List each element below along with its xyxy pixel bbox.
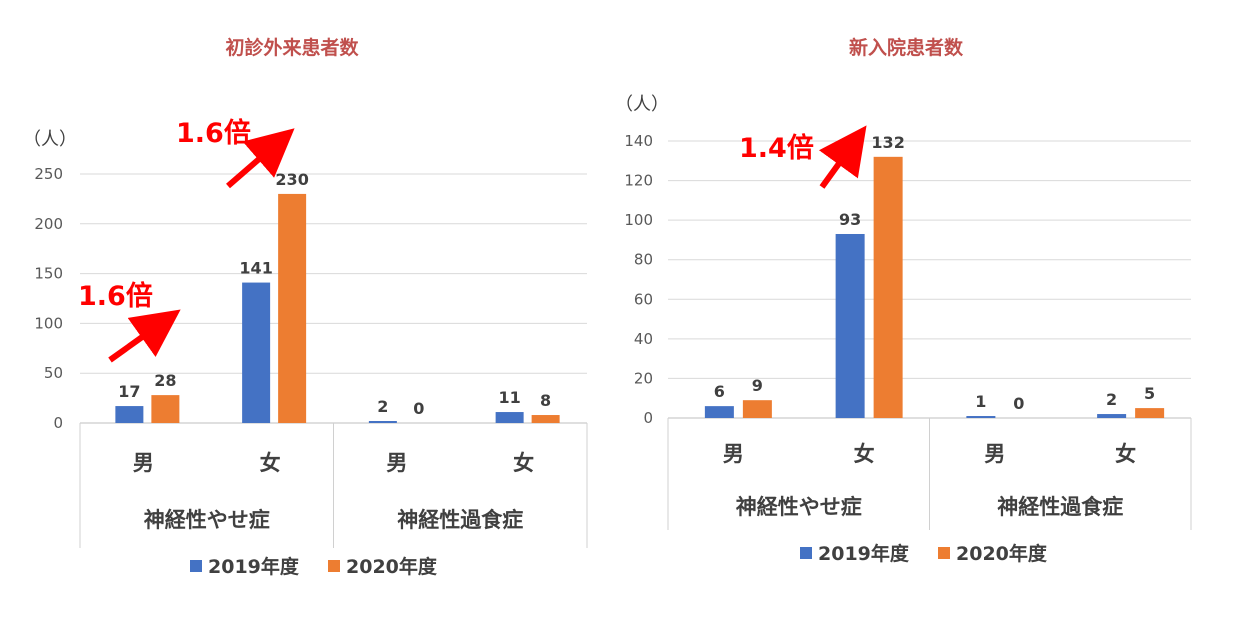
bar-series1 [966, 416, 996, 418]
category-label: 男 [386, 451, 407, 475]
bar-series1 [368, 421, 397, 423]
data-label: 9 [752, 376, 763, 395]
bar-series2 [1135, 408, 1165, 418]
y-tick-label: 40 [634, 330, 653, 348]
bar-series2 [531, 415, 560, 423]
group-label: 神経性やせ症 [736, 495, 862, 519]
legend-label: 2019年度 [818, 542, 910, 565]
data-label: 8 [540, 391, 551, 410]
bar-series2 [873, 156, 903, 419]
legend-label: 2020年度 [346, 555, 438, 578]
data-label: 2 [377, 397, 388, 416]
legend-swatch [328, 560, 340, 572]
data-label: 6 [714, 382, 725, 401]
data-label: 0 [1013, 394, 1024, 413]
bar-series1 [242, 282, 271, 423]
category-label: 女 [260, 451, 281, 475]
data-label: 132 [871, 133, 904, 152]
group-label: 神経性過食症 [997, 495, 1123, 519]
chart-title: 初診外来患者数 [225, 36, 359, 59]
category-label: 男 [723, 442, 744, 466]
annotation-label: 1.6倍 [176, 117, 251, 149]
data-label: 17 [118, 382, 140, 401]
bar-series1 [495, 412, 524, 423]
data-label: 1 [975, 392, 986, 411]
chart-title: 新入院患者数 [849, 36, 964, 59]
chart-1: 初診外来患者数 （人） 0 50 100 150 200 250 17 28 男 141 230 女 2 0 男… [23, 36, 588, 578]
y-axis-unit-label: （人） [615, 94, 669, 115]
annotation-arrow [818, 125, 867, 189]
category-label: 男 [133, 451, 154, 475]
legend-swatch [190, 560, 202, 572]
bar-series2 [278, 193, 307, 423]
annotation-arrow [108, 309, 181, 363]
legend-swatch [800, 547, 812, 559]
data-label: 5 [1144, 384, 1155, 403]
y-tick-label: 60 [634, 290, 653, 308]
bar-series2 [742, 400, 772, 418]
data-label: 0 [413, 399, 424, 418]
data-label: 230 [275, 170, 308, 189]
y-tick-label: 50 [44, 364, 63, 382]
y-tick-label: 250 [34, 165, 63, 183]
y-tick-label: 150 [34, 265, 63, 283]
category-label: 女 [1115, 442, 1136, 466]
category-label: 女 [513, 451, 534, 475]
legend-swatch [938, 547, 950, 559]
data-label: 93 [839, 210, 861, 229]
category-label: 女 [854, 442, 875, 466]
y-tick-label: 20 [634, 369, 653, 387]
y-tick-label: 120 [624, 172, 653, 190]
bar-series1 [115, 406, 144, 423]
data-label: 2 [1106, 390, 1117, 409]
annotation-label: 1.4倍 [739, 132, 814, 164]
y-axis-unit-label: （人） [23, 129, 77, 150]
y-tick-label: 140 [624, 132, 653, 150]
y-tick-label: 0 [53, 414, 63, 432]
bar-series2 [151, 395, 180, 423]
bar-series1 [835, 233, 865, 418]
y-tick-label: 100 [34, 314, 63, 332]
data-label: 141 [239, 259, 272, 278]
group-label: 神経性やせ症 [144, 508, 270, 532]
legend-label: 2020年度 [956, 542, 1048, 565]
annotation-label: 1.6倍 [78, 280, 153, 312]
chart-2: 新入院患者数 （人） 0 20 40 60 80 100 120 140 6 9 男 93 132 女 1 0 男 2… [615, 36, 1192, 565]
category-label: 男 [984, 442, 1005, 466]
y-tick-label: 100 [624, 211, 653, 229]
bar-series1 [704, 406, 734, 418]
data-label: 11 [498, 388, 520, 407]
y-tick-label: 80 [634, 251, 653, 269]
y-tick-label: 0 [643, 409, 653, 427]
group-label: 神経性過食症 [397, 508, 523, 532]
bar-series1 [1097, 414, 1127, 418]
data-label: 28 [154, 371, 176, 390]
annotation-arrow [226, 128, 295, 189]
y-tick-label: 200 [34, 215, 63, 233]
legend-label: 2019年度 [208, 555, 300, 578]
